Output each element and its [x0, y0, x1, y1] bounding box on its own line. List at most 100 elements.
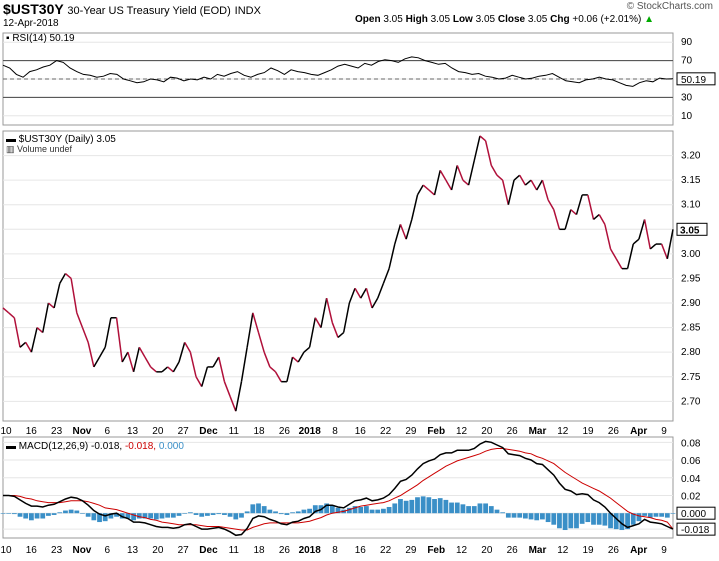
macd-histogram-bar [585, 513, 591, 523]
macd-histogram-bar [165, 513, 171, 518]
macd-histogram-bar [642, 513, 648, 516]
rsi-tick-label: 10 [681, 111, 693, 122]
macd-histogram-bar [239, 513, 244, 518]
price-segment [286, 356, 294, 382]
price-segment [76, 312, 84, 328]
price-segment [195, 376, 203, 387]
macd-histogram-bar [114, 513, 119, 517]
price-segment [496, 174, 504, 181]
macd-x-axis: 10 16 23 Nov 6 13 20 27 Dec 11 18 26 2018 8 16 22 29 Feb 1… [0, 545, 667, 556]
x-tick-label: 12 [557, 426, 569, 437]
macd-histogram-bar [17, 513, 23, 517]
x-tick-label: 18 [254, 545, 266, 556]
x-tick-label: Feb [427, 545, 445, 556]
price-segment [490, 165, 498, 176]
macd-tick-label: 0.06 [681, 456, 701, 467]
price-segment [609, 248, 617, 260]
macd-value-box [676, 522, 716, 536]
macd-histogram-bar [307, 508, 313, 514]
macd-histogram-bar [409, 499, 415, 514]
x-tick-label: 26 [507, 545, 519, 556]
macd-histogram-bar [591, 513, 596, 525]
price-segment [360, 287, 368, 299]
price-segment [138, 346, 146, 358]
high-value: 3.05 [430, 14, 451, 25]
x-tick-label: 8 [332, 545, 338, 556]
price-segment [536, 179, 544, 191]
macd-histogram-bar [199, 513, 205, 517]
macd-tick-label: 0.02 [681, 491, 701, 502]
macd-histogram-bar [568, 513, 574, 529]
price-segment [81, 327, 89, 343]
price-segment [399, 224, 407, 240]
chg-label: Chg [550, 14, 570, 25]
price-segment [587, 194, 595, 220]
chg-value: +0.06 (+2.01%) [572, 14, 642, 25]
x-tick-label: 20 [481, 545, 493, 556]
x-tick-label: 6 [104, 426, 110, 437]
description-label: 30-Year US Treasury Yield (EOD) [67, 5, 231, 17]
macd-histogram-bar [636, 513, 642, 522]
macd-histogram-bar [68, 509, 74, 514]
price-segment [433, 170, 441, 196]
macd-histogram-bar [63, 510, 68, 514]
credit-label: © StockCharts.com [626, 1, 713, 12]
macd-histogram-bar [608, 513, 613, 529]
price-frame [2, 130, 674, 422]
low-label: Low [452, 14, 473, 25]
price-x-axis: 10 16 23 Nov 6 13 20 27 Dec 11 18 26 2018 8 16 22 29 Feb 1… [0, 426, 667, 437]
macd-histogram-bar [471, 506, 477, 514]
price-segment [19, 341, 27, 348]
x-tick-label: 20 [481, 426, 493, 437]
price-segment [47, 302, 55, 309]
price-segment [53, 283, 61, 309]
price-segment [598, 214, 606, 225]
price-tick-label: 2.80 [681, 347, 701, 358]
price-tick-label: 3.10 [681, 200, 701, 211]
symbol-label: $UST30Y [3, 1, 64, 17]
price-tick-label: 2.70 [681, 396, 701, 407]
price-segment [325, 297, 334, 323]
macd-histogram-bar [386, 506, 392, 514]
macd-tick-label: 0.04 [681, 474, 701, 485]
price-segment [297, 351, 305, 363]
price-tick-label: 3.00 [681, 249, 701, 260]
x-tick-label: 27 [178, 426, 190, 437]
price-segment [229, 396, 237, 412]
macd-tick-label: -0.018 [681, 525, 710, 536]
price-segment [388, 243, 396, 269]
macd-histogram-bar [176, 513, 182, 516]
macd-histogram-bar [596, 513, 602, 525]
macd-histogram-bar [273, 511, 278, 514]
price-segment [104, 317, 112, 348]
macd-histogram-bar [136, 513, 142, 519]
price-segment [257, 332, 265, 353]
price-segment [456, 165, 464, 181]
macd-histogram-bar [449, 502, 454, 514]
macd-histogram-bar [602, 513, 608, 526]
macd-histogram-bar [295, 511, 301, 514]
price-segment [303, 346, 311, 353]
x-tick-label: 13 [127, 426, 139, 437]
x-tick-label: Nov [72, 426, 91, 437]
x-tick-label: 22 [380, 426, 392, 437]
price-segment [575, 194, 583, 215]
macd-tick-label: 0.08 [681, 438, 701, 449]
price-segment [30, 327, 38, 353]
price-segment [377, 283, 385, 299]
price-segment [604, 224, 612, 250]
rsi-line [2, 56, 674, 87]
low-value: 3.05 [475, 14, 496, 25]
macd-legend: ▬ MACD(12,26,9) -0.018, -0.018, 0.000 [6, 441, 184, 452]
x-tick-label: 19 [583, 545, 595, 556]
rsi-last-value-box [676, 72, 716, 86]
price-segment [382, 268, 390, 284]
x-tick-label: Apr [630, 545, 647, 556]
price-segment [172, 361, 180, 373]
macd-histogram-bar [375, 509, 381, 514]
macd-histogram-bar [301, 509, 307, 514]
price-segment [632, 238, 640, 245]
macd-histogram-bar [80, 513, 85, 514]
x-tick-label: 26 [279, 426, 291, 437]
